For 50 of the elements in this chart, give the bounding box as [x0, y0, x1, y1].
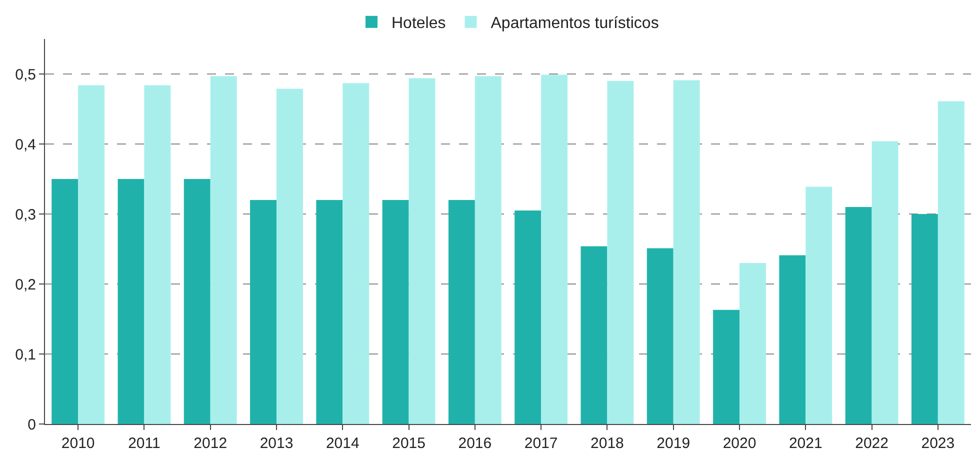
bar [646, 248, 674, 424]
x-tick-label: 2010 [61, 435, 95, 452]
bar [872, 141, 898, 424]
bar [316, 200, 343, 424]
bar [52, 179, 78, 424]
bar [713, 310, 740, 424]
bar [448, 200, 475, 424]
bar [779, 255, 806, 424]
bar [580, 246, 608, 424]
y-tick-label: 0,1 [15, 346, 36, 364]
bar [382, 200, 409, 424]
bar [514, 210, 542, 424]
bar [210, 76, 237, 424]
bar [184, 179, 210, 424]
legend-label: Apartamentos turísticos [490, 15, 659, 32]
bar [845, 207, 872, 424]
bar [911, 214, 938, 424]
bar [144, 85, 171, 424]
bar [250, 200, 276, 424]
legend-label: Hoteles [392, 15, 446, 32]
x-tick-label: 2016 [458, 435, 492, 452]
x-tick-label: 2013 [260, 435, 294, 452]
x-tick-label: 2023 [921, 435, 955, 452]
bar [806, 186, 832, 424]
x-tick-label: 2011 [128, 435, 160, 452]
x-tick-label: 2012 [194, 435, 228, 452]
bar [342, 83, 370, 424]
x-tick-label: 2019 [656, 435, 690, 452]
x-tick-label: 2021 [788, 435, 822, 452]
bar [474, 76, 502, 424]
bar [408, 78, 436, 424]
x-tick-label: 2020 [722, 435, 756, 452]
bar [541, 74, 568, 424]
bar [740, 263, 766, 424]
bar [78, 85, 105, 424]
bar [673, 80, 700, 424]
x-tick-label: 2017 [524, 435, 558, 452]
y-tick-label: 0 [28, 416, 36, 434]
x-tick-label: 2015 [392, 435, 426, 452]
bar [118, 179, 144, 424]
y-tick-label: 0,2 [15, 276, 36, 294]
x-tick-label: 2018 [590, 435, 624, 452]
bar [276, 88, 303, 424]
y-tick-label: 0,3 [15, 206, 36, 224]
y-tick-label: 0,4 [15, 136, 36, 154]
x-tick-label: 2022 [855, 435, 888, 452]
bar [607, 81, 634, 424]
x-tick-label: 2014 [326, 435, 360, 452]
bar [938, 101, 964, 424]
y-tick-label: 0,5 [15, 66, 36, 84]
